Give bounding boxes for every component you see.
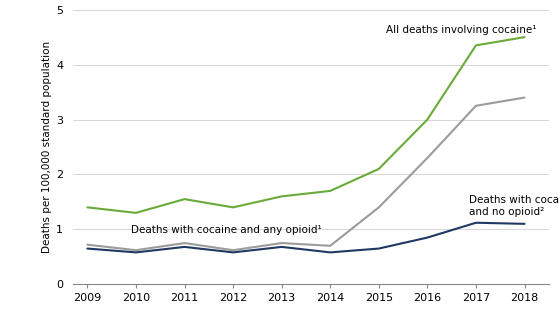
Text: Deaths with cocaine and any opioid¹: Deaths with cocaine and any opioid¹ (131, 225, 322, 235)
Text: Deaths with cocaine
and no opioid²: Deaths with cocaine and no opioid² (469, 195, 560, 217)
Text: All deaths involving cocaine¹: All deaths involving cocaine¹ (386, 25, 536, 35)
Y-axis label: Deaths per 100,000 standard population: Deaths per 100,000 standard population (42, 41, 52, 253)
